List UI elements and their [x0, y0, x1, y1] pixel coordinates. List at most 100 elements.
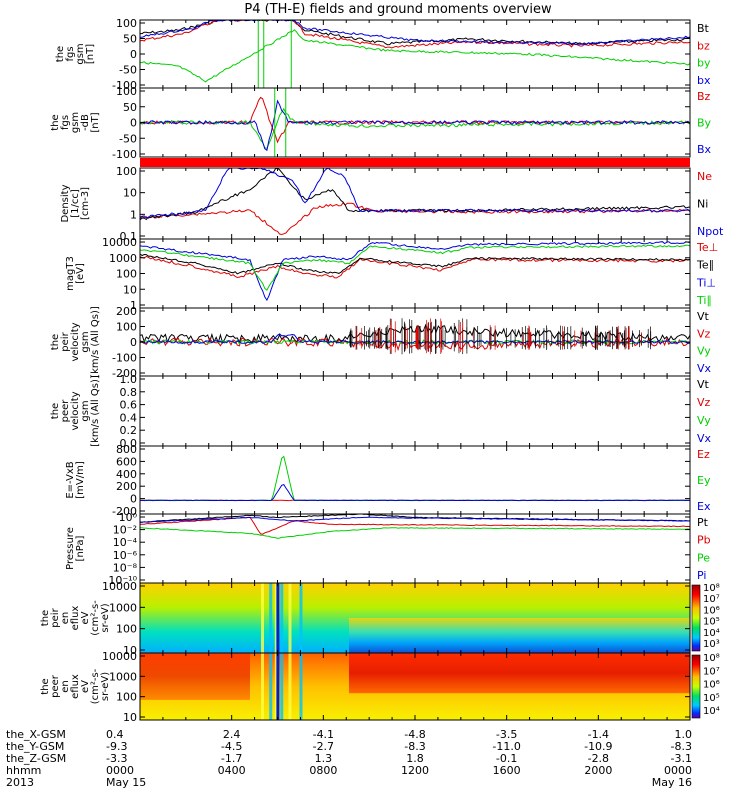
y-axis-label: the	[50, 403, 61, 419]
y-axis-label: fgs	[60, 115, 71, 130]
y-axis-label: [nT]	[90, 112, 101, 132]
y-tick-label: 1	[130, 299, 137, 312]
legend-Ni: Ni	[697, 198, 708, 211]
colorbar-label: 10⁷	[703, 594, 720, 605]
y-axis-label: peer	[60, 399, 71, 423]
y-axis-label: [km/s (All Qs)]	[90, 306, 101, 378]
y-tick-label: 400	[116, 468, 137, 481]
footer-value: -2.7	[313, 740, 334, 753]
y-axis-label: sr-eV)	[100, 672, 111, 701]
y-axis-label: [mV/m]	[75, 461, 86, 499]
y-axis-label: eflux	[70, 674, 81, 699]
separator-bar	[140, 158, 690, 167]
y-tick-label: 600	[116, 455, 137, 468]
series-line-1	[139, 96, 691, 144]
colorbar-label: 10⁵	[703, 693, 720, 704]
y-axis-label: gsm	[75, 43, 86, 64]
colorbar-label: 10⁶	[703, 605, 720, 616]
y-axis-label: the	[40, 678, 51, 694]
y-axis-label: Density	[60, 184, 71, 222]
y-axis-label: fgs	[65, 46, 76, 61]
y-tick-label: 0.0	[120, 437, 138, 450]
colorbar-label: 10⁸	[703, 653, 720, 664]
footer-value: -8.3	[671, 740, 692, 753]
legend-Ex: Ex	[697, 500, 711, 513]
panel-frame	[139, 375, 691, 447]
legend-Vz: Vz	[697, 396, 711, 409]
footer-value: -4.5	[221, 740, 242, 753]
series-line-4	[139, 333, 691, 344]
y-tick-label: 0	[130, 48, 137, 61]
y-tick-label: 100	[116, 85, 137, 98]
y-tick-label: 1.0	[120, 373, 138, 386]
spectrogram-region	[349, 653, 690, 694]
colorbar-label: 10⁶	[703, 680, 720, 691]
footer-row-label: the_Z-GSM	[6, 752, 66, 765]
spectrogram-streak	[299, 583, 303, 653]
series-line-2	[139, 107, 691, 149]
colorbar-scale	[691, 584, 701, 652]
legend-Ti⊥: Ti⊥	[696, 276, 716, 289]
y-tick-label: 10⁰	[119, 511, 138, 524]
y-tick-label: 0	[130, 493, 137, 506]
legend-Vt: Vt	[697, 378, 710, 391]
series-line-1	[139, 255, 691, 279]
footer-value: -3.1	[671, 752, 692, 765]
y-axis-label: peer	[50, 674, 61, 698]
y-axis-label: velocity	[70, 322, 81, 361]
y-axis-label: eflux	[70, 606, 81, 631]
y-tick-label: -100	[112, 79, 137, 92]
y-tick-label: 200	[116, 480, 137, 493]
y-tick-label: -100	[112, 148, 137, 161]
panel-4: Te⊥ Te∥ Ti⊥ Ti∥ 10000 1000 100 10 1 magT3 [eV]	[65, 236, 718, 312]
footer-value: May 15	[106, 776, 146, 789]
y-axis-label: peir	[60, 331, 71, 351]
legend-Ez: Ez	[697, 448, 710, 461]
footer-value: May 16	[652, 776, 692, 789]
legend-by: by	[697, 57, 711, 70]
y-axis-label: the	[50, 334, 61, 350]
panel-6: Vt Vz Vy Vx 1.00.80.60.40.20.0 the peer velocit…	[50, 373, 712, 450]
footer-value: 0800	[309, 764, 337, 777]
footer-value: -4.8	[404, 728, 425, 741]
y-tick-label: 10⁻⁶	[113, 549, 138, 562]
colorbar-label: 10⁸	[703, 583, 720, 594]
spectrogram-streak	[280, 583, 284, 653]
series-line-3	[139, 339, 691, 345]
y-tick-label: 10	[123, 187, 137, 200]
y-tick-label: -50	[119, 64, 137, 77]
footer-row-label: the_Y-GSM	[6, 740, 64, 753]
legend-Bz: Bz	[697, 90, 711, 103]
y-axis-label: eV	[80, 680, 91, 693]
spectrogram-region	[349, 618, 690, 653]
series-line-3	[139, 167, 691, 220]
footer-value: -1.4	[588, 728, 609, 741]
spectrogram-streak	[274, 583, 278, 653]
legend-Pb: Pb	[697, 534, 711, 547]
y-axis-label: magT3	[65, 256, 76, 291]
y-axis-label: the	[40, 610, 51, 626]
y-axis-label: eV	[80, 611, 91, 624]
spectrogram-region	[140, 653, 250, 700]
panel-1: Bt bz by bx 100 50 0 -50 -100 the fgs gsm [nT]	[55, 17, 711, 92]
y-axis-label: [eV]	[75, 263, 86, 284]
y-axis-label: (cm²-s-	[90, 600, 101, 636]
legend-Vx: Vx	[697, 432, 712, 445]
footer-row-label: the_X-GSM	[6, 728, 66, 741]
y-tick-label: 200	[116, 305, 137, 318]
series-line-3	[140, 484, 691, 502]
y-tick-label: 10000	[102, 236, 137, 249]
y-tick-label: 0.1	[120, 230, 138, 243]
colorbar-label: 10⁵	[703, 617, 720, 628]
panel-2: Bz By Bx 100 50 0 -50 -100 the fgs gsm -dB [nT]	[50, 85, 712, 161]
panel-3: Ne Ni Npot 100 10 1 0.1 Density [1/cc] [cm-3]	[60, 165, 724, 243]
y-tick-label: 10000	[102, 650, 137, 663]
y-axis-label: (cm²-s-	[90, 668, 101, 704]
y-axis-label: [nT]	[85, 44, 96, 64]
y-tick-label: 100	[116, 17, 137, 30]
colorbar-label: 10⁷	[703, 666, 720, 677]
